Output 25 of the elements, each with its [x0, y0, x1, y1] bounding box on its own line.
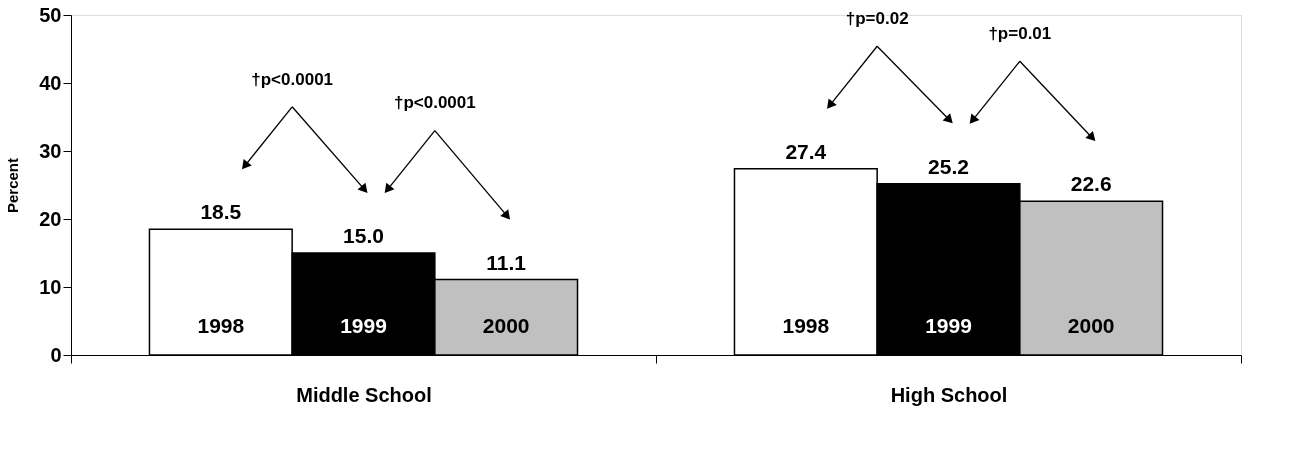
data-label: 25.2 — [928, 154, 969, 178]
y-tick-label: 50 — [39, 3, 62, 26]
text: 2000 — [1067, 314, 1115, 337]
annotation: †p<0.0001 — [393, 93, 476, 113]
data-label: 22.6 — [1070, 172, 1112, 196]
series-label: 1998 — [197, 314, 245, 337]
annotation: †p=0.02 — [845, 9, 909, 29]
data-label: 27.4 — [785, 139, 827, 163]
data-label: 18.5 — [200, 200, 242, 224]
y-tick-label: 40 — [39, 71, 62, 94]
y-axis-title: Percent — [4, 157, 22, 214]
annotation: †p<0.0001 — [251, 69, 334, 89]
y-tick-label: 20 — [39, 207, 62, 230]
text: 1998 — [782, 314, 830, 337]
annotation: †p=0.01 — [988, 24, 1052, 44]
data-label: 15.0 — [343, 224, 384, 247]
text: 1999 — [925, 314, 972, 337]
series-label: 2000 — [482, 314, 530, 337]
data-label: 11.1 — [486, 250, 527, 274]
series-label: 1999 — [340, 314, 387, 337]
x-tick-label: Middle School — [296, 383, 432, 406]
y-tick-label: 10 — [39, 275, 62, 298]
y-tick-label: 0 — [50, 343, 62, 366]
y-tick-label: 30 — [39, 139, 62, 162]
x-tick-label: High School — [890, 383, 1008, 406]
